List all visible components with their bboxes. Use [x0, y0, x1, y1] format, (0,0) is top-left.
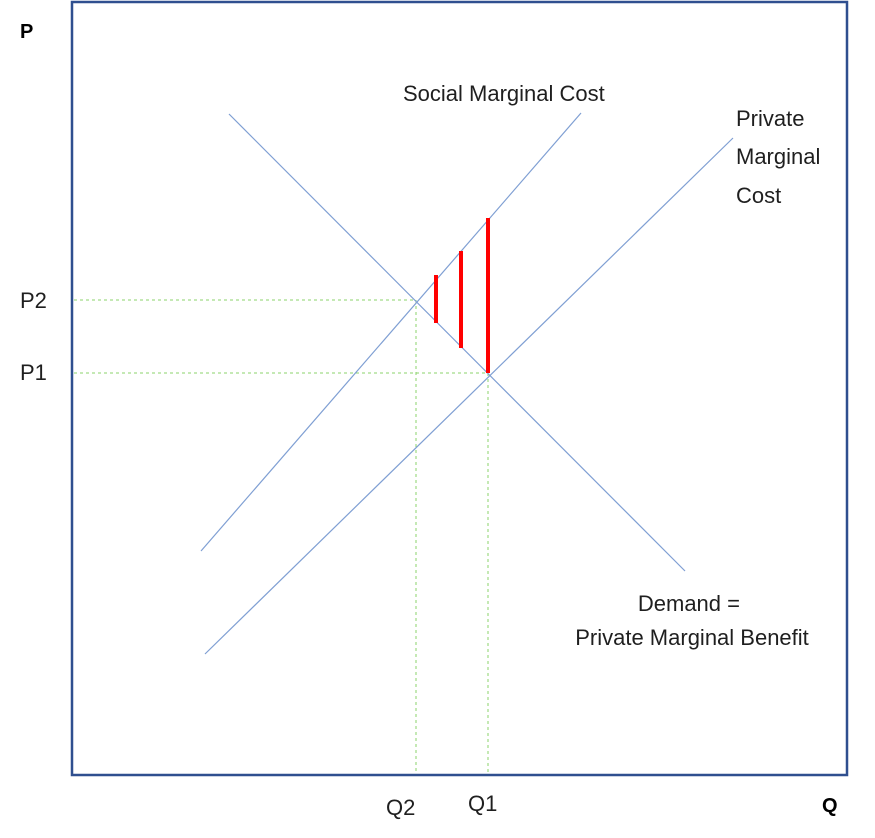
price-axis-title: P: [20, 21, 33, 43]
private-marginal-cost-curve: [204, 137, 734, 655]
p2-label: P2: [20, 288, 47, 313]
plot-frame: [70, 0, 849, 777]
private-marginal-cost-label-line: Cost: [736, 183, 781, 208]
social-marginal-cost-label: Social Marginal Cost: [403, 81, 605, 106]
p1-label: P1: [20, 360, 47, 385]
q2-label: Q2: [386, 795, 415, 820]
private-marginal-cost-label-line: Marginal: [736, 144, 820, 169]
social-marginal-cost-curve: [200, 112, 582, 552]
private-marginal-cost-label: Private Marginal Cost: [736, 106, 827, 208]
private-marginal-cost-label-line: Private: [736, 106, 804, 131]
demand-label-line: Demand =: [638, 591, 740, 616]
demand-label: Demand = Private Marginal Benefit: [575, 591, 809, 650]
quantity-axis-title: Q: [822, 795, 838, 817]
demand-curve: [228, 113, 686, 572]
demand-label-line: Private Marginal Benefit: [575, 625, 809, 650]
q1-label: Q1: [468, 791, 497, 816]
